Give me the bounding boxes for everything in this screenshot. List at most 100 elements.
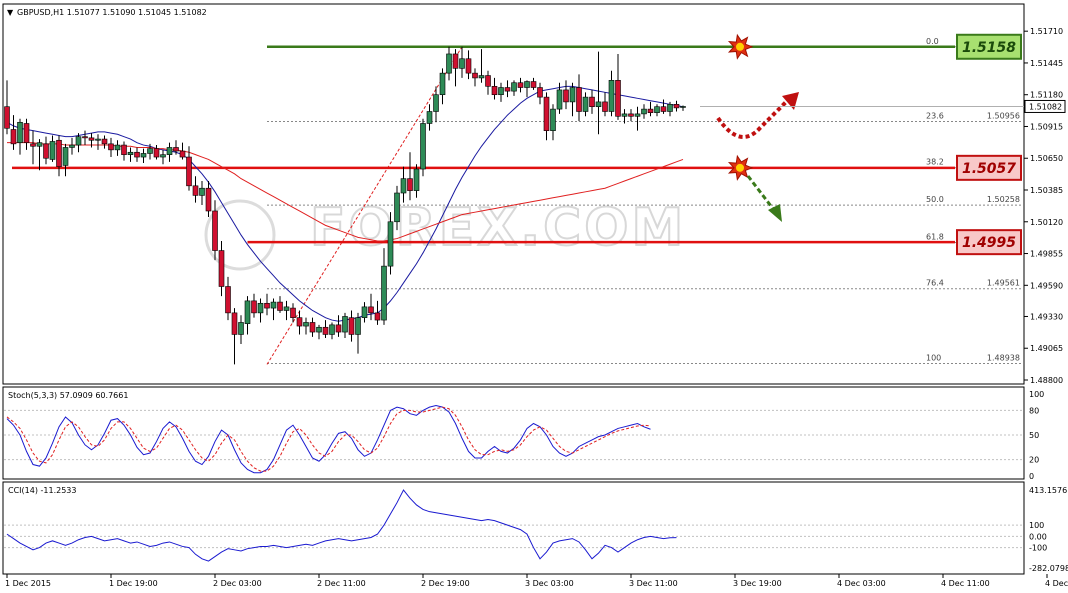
time-tick-label: 2 Dec 19:00 (421, 579, 470, 588)
price-tick-label: 1.51180 (1030, 91, 1063, 100)
candle (654, 104, 660, 117)
watermark-logo-icon (204, 199, 276, 271)
candle-body (582, 96, 589, 112)
time-tick-label: 2 Dec 11:00 (317, 579, 366, 588)
candle (478, 49, 485, 83)
candle-body (608, 80, 615, 112)
cci-tick-label: 100 (1029, 521, 1044, 530)
burst-icon (727, 33, 754, 60)
candle (335, 315, 342, 337)
cci-panel-frame (2, 481, 1025, 575)
candle-body (153, 148, 160, 158)
stoch-tick-label: 100 (1029, 390, 1044, 399)
candle (179, 142, 186, 160)
fib-level-label: 23.6 (926, 112, 944, 121)
candle-body (439, 72, 446, 96)
candle (413, 164, 420, 198)
price-tick-label: 1.50385 (1030, 186, 1063, 195)
arrow-up-head (782, 92, 799, 110)
candle (647, 101, 654, 117)
candle (218, 240, 225, 297)
current-price-box (1024, 99, 1066, 113)
candle-body (69, 144, 75, 148)
candle (88, 133, 95, 148)
stoch-tick-label: 0 (1029, 472, 1034, 481)
candle-body (361, 306, 368, 318)
candle-body (322, 326, 329, 335)
candle (199, 181, 205, 205)
candle-body (342, 316, 348, 333)
fib-level-label: 61.8 (926, 232, 944, 241)
candle (114, 140, 121, 156)
cci-tick-label: -282.0798 (1029, 564, 1068, 573)
candle-body (537, 87, 543, 98)
candle (641, 104, 647, 119)
fib-level-value: 1.49561 (987, 279, 1020, 288)
candle (166, 142, 173, 162)
candle (342, 312, 348, 339)
candle (582, 92, 589, 117)
candle-body (387, 221, 394, 267)
fib-level-value: 1.50258 (987, 195, 1020, 204)
arrow-up-icon (716, 92, 799, 139)
candle-body (88, 137, 95, 141)
candle-body (75, 136, 82, 146)
candle (147, 143, 153, 160)
candle (361, 302, 368, 323)
candle (387, 212, 394, 275)
time-axis: 1 Dec 2015 1 Dec 19:00 2 Dec 03:00 2 Dec 11… (5, 574, 1068, 588)
candle-body (641, 108, 647, 115)
price-tick-label: 1.49590 (1030, 281, 1063, 290)
chart-header-arrow-icon[interactable]: ▼ (7, 8, 14, 17)
stoch-tick-label: 50 (1029, 431, 1039, 440)
candle (400, 166, 407, 203)
candle (673, 100, 680, 112)
time-tick-label: 3 Dec 11:00 (629, 579, 678, 588)
candle-body (309, 322, 316, 333)
candle (82, 130, 88, 146)
candle-body (433, 94, 439, 112)
candle (498, 82, 504, 102)
candle (173, 140, 179, 155)
candle (309, 317, 316, 337)
candle-body (4, 106, 10, 129)
burst-icon-core (736, 42, 744, 51)
cci-tick-label: 413.1576 (1029, 486, 1067, 495)
candle (491, 77, 498, 100)
candle (17, 118, 23, 155)
candle-body (563, 89, 569, 103)
burst-icon (727, 154, 754, 181)
candle-body (43, 143, 49, 159)
candle (322, 320, 329, 339)
time-tick-label: 1 Dec 2015 (5, 579, 51, 588)
candle-body (524, 81, 530, 88)
candle (140, 148, 147, 164)
candle-body (283, 306, 290, 311)
stoch-panel-frame (2, 386, 1025, 480)
candle-body (101, 138, 108, 145)
current-price-label: 1.51082 (1029, 102, 1062, 111)
chart-header: GBPUSD,H1 1.51077 1.51090 1.51045 1.5108… (17, 8, 207, 17)
level-box (956, 154, 1022, 181)
candle-body (576, 87, 582, 112)
candle-body (173, 147, 179, 152)
cci-tick-label: 0.00 (1029, 532, 1047, 541)
time-tick-label: 3 Dec 03:00 (525, 579, 574, 588)
burst-icon-core (736, 163, 744, 172)
candle (459, 46, 465, 78)
price-tick-label: 1.50650 (1030, 154, 1063, 163)
candle-body (147, 148, 153, 154)
fib-level-label: 38.2 (926, 158, 944, 167)
candle (290, 303, 296, 323)
candle (680, 105, 686, 111)
candle (244, 296, 251, 335)
cci-label: CCI(14) -11.2533 (8, 486, 76, 495)
candle (283, 300, 290, 321)
candle (524, 80, 530, 98)
candle (49, 135, 56, 162)
candle (95, 134, 101, 150)
candle-body (212, 210, 218, 251)
arrow-down-head (768, 204, 782, 222)
candle (381, 248, 387, 325)
candle-body (199, 187, 205, 196)
